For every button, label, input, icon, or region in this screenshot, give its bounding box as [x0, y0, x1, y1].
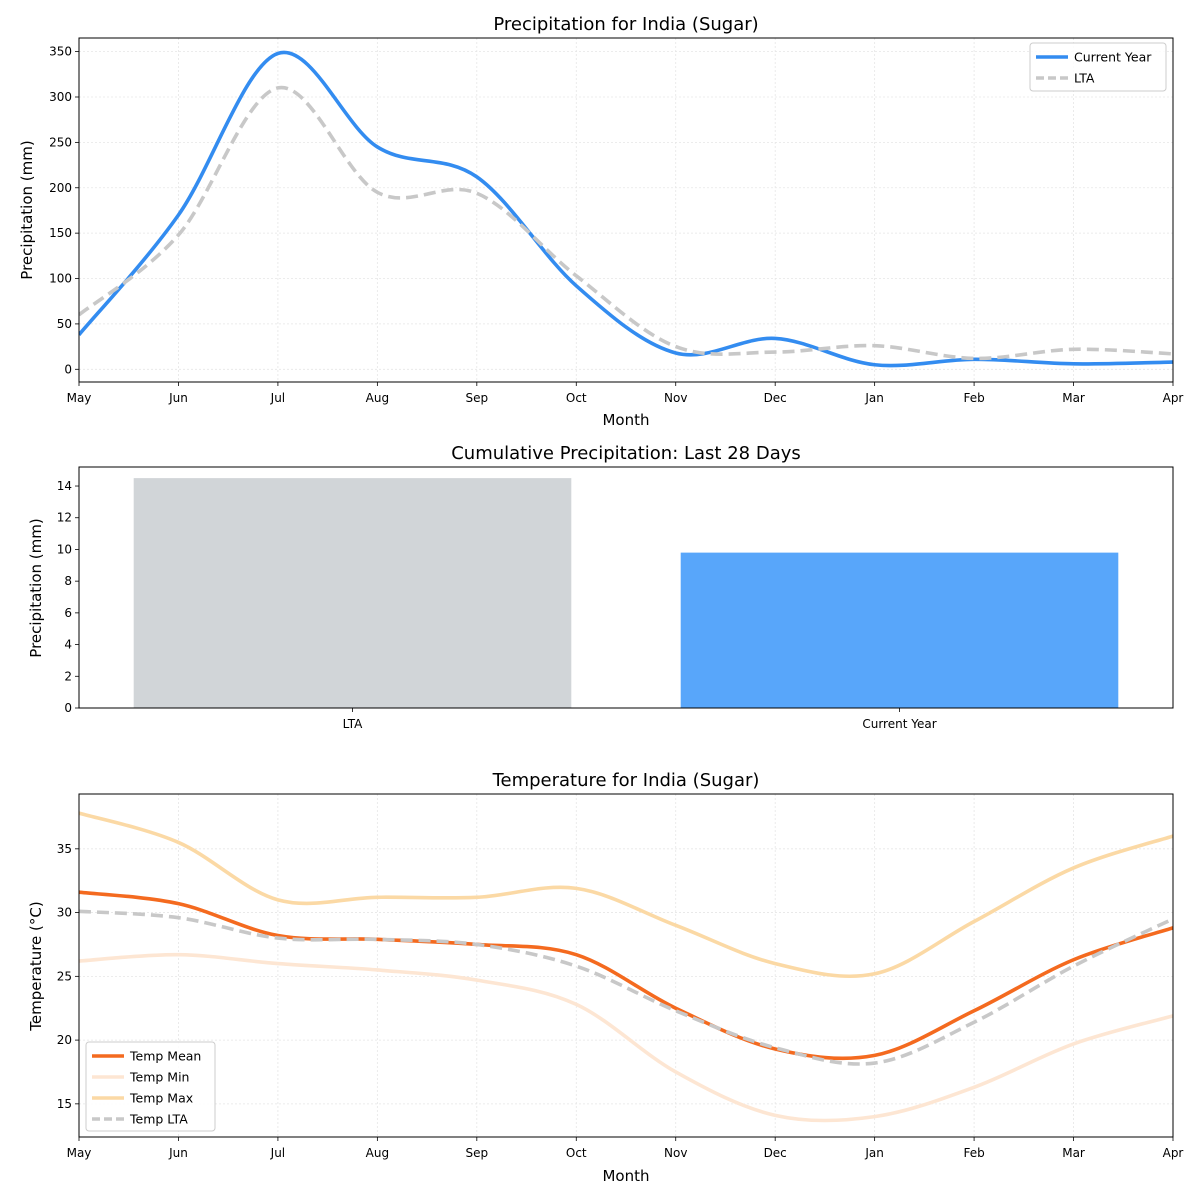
- y-tick-label: 14: [57, 479, 72, 493]
- series-line-temp-max: [79, 811, 1173, 979]
- bar-current-year: [680, 552, 1119, 708]
- y-tick-label: 0: [64, 701, 72, 715]
- legend-label: Temp LTA: [129, 1112, 188, 1127]
- y-tick-label: 10: [57, 542, 72, 556]
- axes-frame: [78, 466, 1174, 709]
- series-line-temp-mean: [79, 890, 1173, 1061]
- precipitation-line-chart: Precipitation for India (Sugar) Month Pr…: [18, 14, 1183, 429]
- gridlines: [78, 794, 1174, 1137]
- x-tick-label: Jul: [270, 391, 285, 405]
- x-tick-label: Jan: [864, 1146, 884, 1160]
- legend: Temp Mean Temp Min Temp Max Temp LTA: [85, 1041, 216, 1132]
- plot-area: [79, 811, 1173, 1123]
- bar-lta: [133, 478, 572, 708]
- x-tick-label: Jun: [168, 1146, 188, 1160]
- chart-title: Temperature for India (Sugar): [492, 770, 760, 791]
- plot-area: [133, 478, 1119, 708]
- x-tick-label: May: [67, 1146, 92, 1160]
- series-line-temp-min: [79, 952, 1173, 1123]
- legend: Current Year LTA: [1029, 42, 1167, 92]
- legend-label: Current Year: [1074, 50, 1152, 65]
- y-tick-label: 100: [49, 272, 72, 286]
- y-tick-label: 2: [64, 669, 72, 683]
- x-tick-label: May: [67, 391, 92, 405]
- y-tick-label: 30: [57, 906, 72, 920]
- x-tick-label: Jul: [270, 1146, 285, 1160]
- x-tick-label: Current Year: [862, 717, 936, 731]
- y-tick-label: 0: [64, 362, 72, 376]
- y-axis-label: Temperature (°C): [27, 901, 45, 1031]
- series-line-lta: [79, 86, 1173, 361]
- x-tick-label: Jun: [168, 391, 188, 405]
- x-tick-label: Feb: [963, 1146, 984, 1160]
- x-tick-label: Nov: [664, 391, 687, 405]
- x-tick-label: Apr: [1163, 391, 1184, 405]
- y-tick-label: 250: [49, 135, 72, 149]
- y-tick-label: 300: [49, 90, 72, 104]
- x-axis-label: Month: [602, 411, 649, 429]
- cumulative-precipitation-bar-chart: Cumulative Precipitation: Last 28 Days P…: [27, 443, 1174, 731]
- temperature-line-chart: Temperature for India (Sugar) Month Temp…: [27, 770, 1183, 1185]
- y-axis-label: Precipitation (mm): [18, 140, 36, 279]
- legend-box: [85, 1041, 216, 1132]
- x-tick-label: Nov: [664, 1146, 687, 1160]
- legend-label: Temp Max: [129, 1091, 193, 1106]
- y-tick-label: 15: [57, 1097, 72, 1111]
- x-tick-label: Aug: [366, 1146, 389, 1160]
- y-tick-label: 150: [49, 226, 72, 240]
- x-tick-label: Feb: [963, 391, 984, 405]
- x-tick-label: Jan: [864, 391, 884, 405]
- y-axis-label: Precipitation (mm): [27, 518, 45, 657]
- series-line-temp-lta: [79, 909, 1173, 1066]
- x-tick-label: Oct: [566, 1146, 587, 1160]
- x-tick-label: Sep: [466, 1146, 489, 1160]
- plot-area: [79, 50, 1173, 368]
- y-tick-label: 6: [64, 606, 72, 620]
- x-tick-label: Oct: [566, 391, 587, 405]
- y-tick-label: 25: [57, 969, 72, 983]
- axes-frame: [78, 793, 1174, 1138]
- x-tick-label: Dec: [764, 391, 787, 405]
- x-tick-label: Apr: [1163, 1146, 1184, 1160]
- x-tick-label: Aug: [366, 391, 389, 405]
- y-tick-label: 12: [57, 511, 72, 525]
- legend-label: Temp Min: [129, 1070, 189, 1085]
- x-tick-label: Mar: [1062, 1146, 1085, 1160]
- x-tick-label: Sep: [466, 391, 489, 405]
- y-tick-label: 8: [64, 574, 72, 588]
- x-tick-label: Mar: [1062, 391, 1085, 405]
- y-tick-label: 200: [49, 181, 72, 195]
- y-tick-label: 4: [64, 638, 72, 652]
- y-tick-label: 50: [57, 317, 72, 331]
- chart-title: Cumulative Precipitation: Last 28 Days: [451, 443, 801, 464]
- axes-frame: [78, 37, 1174, 383]
- x-tick-label: Dec: [764, 1146, 787, 1160]
- x-axis-label: Month: [602, 1167, 649, 1185]
- y-tick-label: 20: [57, 1033, 72, 1047]
- chart-title: Precipitation for India (Sugar): [493, 14, 758, 35]
- legend-label: LTA: [1074, 71, 1095, 86]
- x-tick-label: LTA: [343, 717, 363, 731]
- y-tick-label: 350: [49, 45, 72, 59]
- y-tick-label: 35: [57, 842, 72, 856]
- legend-label: Temp Mean: [129, 1049, 201, 1064]
